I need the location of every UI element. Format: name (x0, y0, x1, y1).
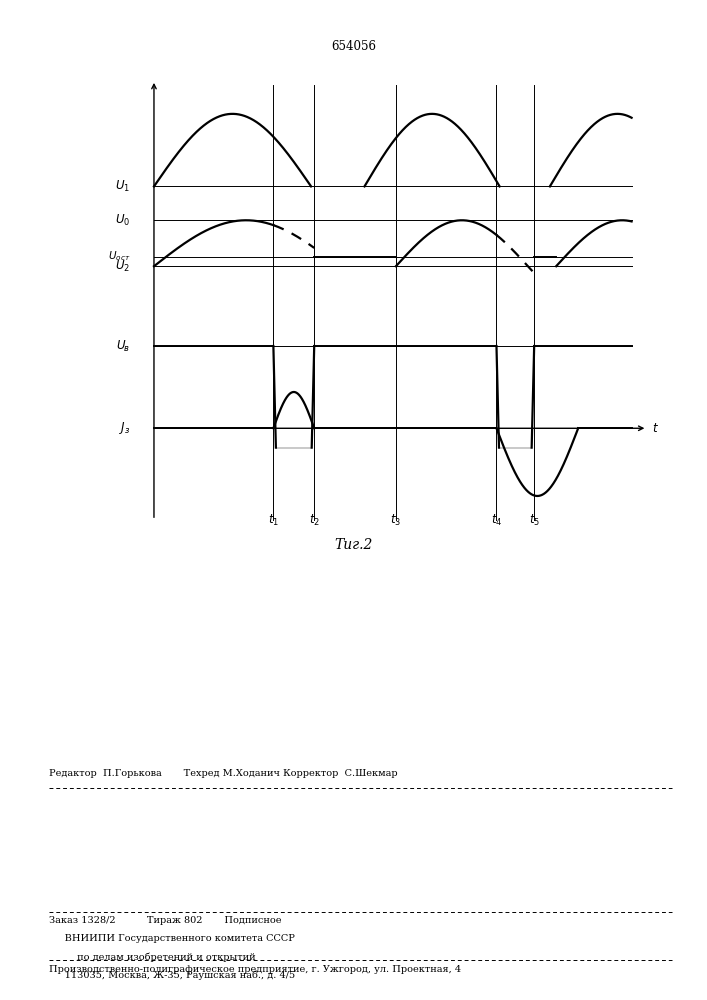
Text: 113035, Москва, Ж-35, Раушская наб., д. 4/5: 113035, Москва, Ж-35, Раушская наб., д. … (49, 970, 296, 980)
Text: $U_1$: $U_1$ (115, 179, 130, 194)
Text: ВНИИПИ Государственного комитета СССР: ВНИИПИ Государственного комитета СССР (49, 934, 296, 943)
Text: $t$: $t$ (652, 422, 659, 435)
Text: $U_2$: $U_2$ (115, 259, 130, 274)
Text: Редактор  П.Горькова       Техред М.Ходанич Корректор  С.Шекмар: Редактор П.Горькова Техред М.Ходанич Кор… (49, 768, 398, 778)
Text: Производственно-полиграфическое предприятие, г. Ужгород, ул. Проектная, 4: Производственно-полиграфическое предприя… (49, 965, 462, 974)
Text: $U_{ост}$: $U_{ост}$ (107, 250, 130, 263)
Text: $t_1$: $t_1$ (268, 513, 279, 528)
Text: $J_з$: $J_з$ (119, 420, 130, 436)
Text: 654056: 654056 (331, 40, 376, 53)
Text: $t_3$: $t_3$ (390, 513, 402, 528)
Text: Τиг.2: Τиг.2 (334, 538, 373, 552)
Text: $U_{\!в}$: $U_{\!в}$ (117, 338, 130, 354)
Text: $t_2$: $t_2$ (309, 513, 320, 528)
Text: $t_4$: $t_4$ (491, 513, 502, 528)
Text: Заказ 1328/2          Тираж 802       Подписное: Заказ 1328/2 Тираж 802 Подписное (49, 916, 282, 925)
Text: по делам изобретений и открытий: по делам изобретений и открытий (49, 952, 256, 962)
Text: $t_5$: $t_5$ (529, 513, 539, 528)
Text: $U_0$: $U_0$ (115, 213, 130, 228)
